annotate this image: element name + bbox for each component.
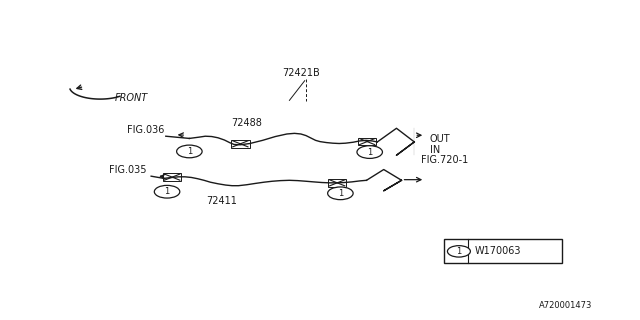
Text: OUT: OUT [429,134,450,144]
Text: 1: 1 [338,189,343,198]
Text: A720001473: A720001473 [539,301,592,310]
Circle shape [177,145,202,158]
Text: W170063: W170063 [474,246,521,256]
Text: 72411: 72411 [206,196,237,206]
Text: 72488: 72488 [231,118,262,128]
Circle shape [447,246,470,257]
Circle shape [357,146,383,158]
Text: IN: IN [429,145,440,155]
Text: 1: 1 [456,247,461,256]
Text: 1: 1 [164,187,170,196]
Text: FIG.036: FIG.036 [127,125,164,135]
Circle shape [154,185,180,198]
Circle shape [328,187,353,200]
Text: 1: 1 [367,148,372,156]
Text: FIG.720-1: FIG.720-1 [420,155,468,165]
Text: FRONT: FRONT [115,93,148,103]
Text: FIG.035: FIG.035 [109,165,147,175]
Text: 1: 1 [187,147,192,156]
Text: 72421B: 72421B [282,68,320,77]
